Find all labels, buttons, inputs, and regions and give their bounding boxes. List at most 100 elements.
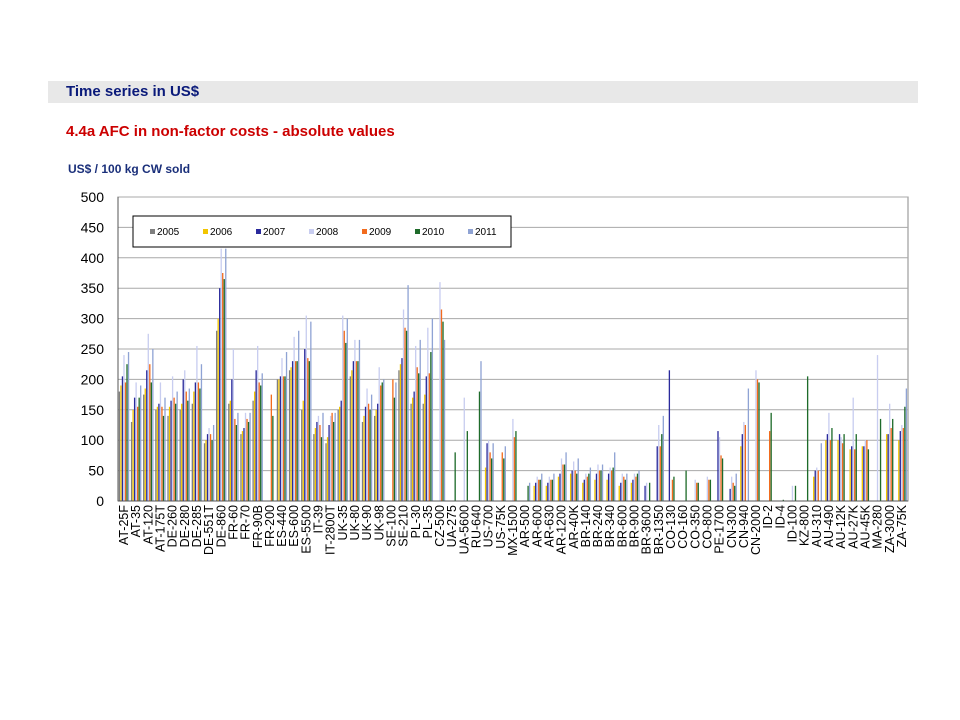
bar bbox=[490, 458, 493, 501]
x-tick-label: ES-600 bbox=[287, 505, 301, 547]
x-tick-label: FR-200 bbox=[263, 505, 277, 547]
x-tick-label: BR-1350 bbox=[652, 505, 666, 554]
bar bbox=[121, 376, 124, 501]
bar bbox=[135, 382, 137, 501]
bar bbox=[261, 373, 263, 501]
bar bbox=[398, 370, 400, 501]
x-tick-label: ZA-3000 bbox=[883, 505, 897, 553]
bar bbox=[393, 397, 396, 501]
x-tick-label: AT-175T bbox=[154, 505, 168, 552]
legend-box bbox=[132, 215, 512, 248]
bar bbox=[864, 440, 867, 501]
bar bbox=[249, 412, 251, 501]
bar bbox=[656, 446, 658, 501]
x-tick-label: ES-5500 bbox=[299, 505, 313, 554]
bar bbox=[243, 428, 245, 501]
bar bbox=[158, 403, 160, 501]
x-tick-label: UK-98 bbox=[372, 505, 386, 540]
bar bbox=[342, 315, 344, 501]
y-tick-label: 500 bbox=[81, 189, 105, 205]
y-tick-label: 300 bbox=[81, 311, 105, 327]
legend-entry: 2007 bbox=[263, 227, 286, 238]
legend-entry: 2006 bbox=[210, 227, 233, 238]
bar bbox=[257, 345, 259, 501]
bar bbox=[199, 388, 201, 501]
legend: 2005 2006 2007 2008 2009 2010 2011 bbox=[132, 215, 512, 248]
bar bbox=[258, 382, 260, 501]
x-tick-label: ID-2 bbox=[761, 505, 775, 529]
x-tick-label: BR-240 bbox=[591, 505, 605, 547]
bar bbox=[279, 376, 282, 501]
bar bbox=[252, 400, 254, 501]
bar bbox=[144, 388, 146, 501]
bar bbox=[364, 406, 367, 501]
bar bbox=[351, 370, 353, 501]
bar bbox=[361, 421, 364, 501]
x-tick-label: CN-2000 bbox=[749, 505, 763, 555]
x-tick-label: BR-140 bbox=[579, 505, 593, 547]
bar bbox=[852, 397, 854, 501]
bar bbox=[782, 499, 784, 501]
legend-swatch bbox=[256, 229, 261, 234]
bar bbox=[563, 464, 566, 501]
bar bbox=[480, 361, 482, 501]
bar bbox=[843, 434, 845, 501]
bar bbox=[551, 479, 554, 501]
bar bbox=[863, 446, 865, 501]
bar bbox=[541, 473, 543, 501]
x-tick-label: KZ-800 bbox=[798, 505, 812, 546]
bar bbox=[253, 391, 256, 501]
bar bbox=[171, 376, 174, 501]
bar bbox=[415, 345, 417, 501]
bar bbox=[208, 428, 210, 501]
bar bbox=[293, 336, 295, 501]
bar bbox=[890, 428, 892, 501]
bar bbox=[124, 382, 127, 501]
bar bbox=[140, 385, 142, 501]
bar bbox=[694, 479, 696, 501]
bar bbox=[168, 406, 171, 501]
bar bbox=[463, 397, 465, 501]
bar bbox=[553, 473, 555, 501]
bar bbox=[174, 403, 177, 501]
bar bbox=[623, 476, 625, 501]
bar bbox=[588, 473, 590, 501]
x-tick-label: UK-80 bbox=[348, 505, 362, 540]
bar bbox=[159, 382, 162, 501]
bar bbox=[197, 382, 200, 501]
bar bbox=[149, 364, 151, 501]
bar bbox=[276, 379, 279, 501]
bar bbox=[345, 342, 347, 501]
bar bbox=[416, 367, 418, 501]
bar bbox=[331, 412, 333, 501]
bar bbox=[363, 415, 365, 501]
x-tick-label: BR-340 bbox=[603, 505, 617, 547]
bar bbox=[288, 370, 291, 501]
bar bbox=[181, 403, 183, 501]
bar bbox=[282, 376, 285, 501]
bar bbox=[222, 273, 224, 501]
bar bbox=[120, 385, 122, 501]
bar bbox=[329, 415, 332, 501]
bar bbox=[205, 440, 207, 501]
bar bbox=[565, 452, 567, 501]
bar bbox=[130, 421, 133, 501]
x-tick-label: PL-30 bbox=[409, 505, 423, 538]
bar bbox=[378, 367, 380, 501]
x-tick-label: AU-27K bbox=[846, 504, 860, 548]
bar bbox=[410, 403, 412, 501]
bar bbox=[645, 482, 648, 501]
legend-entry: 2008 bbox=[316, 227, 339, 238]
x-tick-label: BR-3600 bbox=[640, 505, 654, 554]
bar bbox=[229, 400, 231, 501]
bar bbox=[851, 446, 853, 501]
bar bbox=[644, 485, 646, 501]
y-tick-label: 200 bbox=[81, 371, 105, 387]
bar bbox=[892, 418, 894, 501]
legend-swatch bbox=[309, 229, 314, 234]
x-tick-label: DE-551T bbox=[202, 505, 216, 555]
bar bbox=[794, 485, 797, 501]
bar bbox=[164, 397, 166, 501]
bar bbox=[340, 400, 342, 501]
bar bbox=[598, 470, 601, 501]
